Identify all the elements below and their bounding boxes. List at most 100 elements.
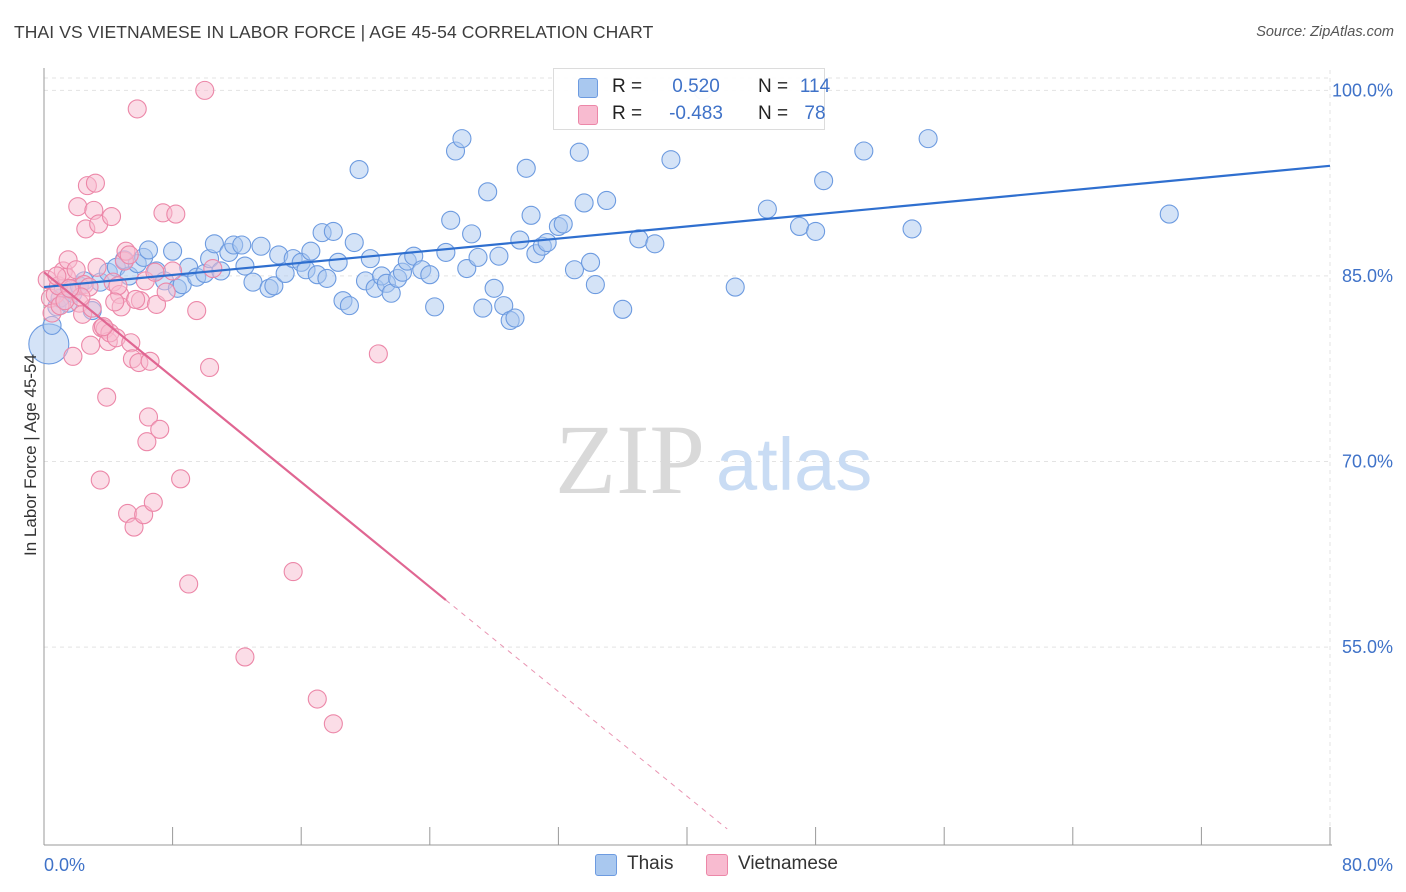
thais-point — [569, 142, 589, 162]
thais-point — [441, 210, 461, 230]
legend-swatch-thais — [578, 78, 598, 98]
chart-title: THAI VS VIETNAMESE IN LABOR FORCE | AGE … — [14, 22, 654, 42]
vietnamese-point — [143, 492, 163, 512]
thais-point — [854, 141, 874, 161]
thais-point — [339, 296, 359, 316]
thais-point — [918, 129, 938, 149]
vietnamese-point — [200, 357, 220, 378]
thais-point — [661, 150, 681, 170]
thais-point — [436, 242, 456, 262]
thais-point — [328, 252, 348, 272]
legend-n-label: N = — [758, 76, 789, 97]
thais-point — [757, 199, 777, 219]
vietnamese-point — [179, 574, 199, 594]
series-label-thais: Thais — [627, 853, 674, 874]
vietnamese-point — [323, 714, 343, 734]
thais-point — [613, 299, 633, 319]
vietnamese-point — [156, 282, 176, 302]
vietnamese-point — [81, 335, 101, 355]
thais-trend-line — [43, 164, 1331, 289]
vietnamese-point — [66, 260, 86, 280]
vietnamese-point — [90, 470, 110, 490]
watermark: ZIP atlas — [555, 404, 872, 515]
thais-point — [473, 298, 493, 318]
legend-r-label: R = — [612, 103, 643, 124]
thais-point — [574, 193, 594, 213]
vietnamese-point — [138, 407, 159, 427]
thais-point — [232, 235, 252, 255]
thais-point — [478, 182, 498, 202]
thais-point — [163, 241, 183, 261]
thais-point — [323, 221, 343, 241]
vietnamese-point — [105, 292, 125, 312]
thais-point — [468, 247, 488, 267]
series-legend: Thais Vietnamese — [0, 852, 1406, 878]
vietnamese-point — [195, 80, 215, 100]
x-tick-labels: 0.0% 80.0% — [44, 855, 1393, 875]
series-swatch-vietnamese — [706, 854, 728, 876]
vietnamese-point — [87, 257, 107, 277]
y-tick-label: 85.0% — [1342, 266, 1393, 286]
vietnamese-trend-line — [43, 271, 447, 601]
thais-point — [489, 246, 509, 266]
thais-point — [344, 232, 364, 253]
legend-n-value-thais: 114 — [799, 76, 831, 97]
thais-point — [204, 234, 224, 254]
vietnamese-point — [235, 647, 255, 667]
watermark-atlas: atlas — [716, 423, 872, 506]
vietnamese-point — [85, 173, 105, 193]
vietnamese-point — [163, 261, 183, 281]
vietnamese-point — [187, 301, 207, 321]
thais-point — [251, 236, 271, 256]
vietnamese-point — [119, 245, 139, 265]
vietnamese-point — [203, 258, 223, 279]
thais-point — [725, 277, 745, 297]
thais-point — [510, 230, 530, 250]
series-label-vietnamese: Vietnamese — [738, 853, 838, 874]
thais-point — [806, 221, 826, 241]
watermark-zip: ZIP — [555, 404, 705, 515]
source-credit: Source: ZipAtlas.com — [1256, 24, 1394, 40]
vietnamese-point — [140, 351, 160, 371]
thais-point — [1159, 204, 1179, 224]
vietnamese-point — [127, 99, 147, 119]
legend-n-value-vietnamese: 78 — [804, 103, 826, 124]
vietnamese-point — [93, 317, 114, 337]
vietnamese-point — [97, 387, 117, 407]
y-axis-label: In Labor Force | Age 45-54 — [21, 354, 40, 556]
thais-point — [580, 252, 601, 272]
thais-point — [814, 171, 834, 191]
legend-r-label: R = — [612, 76, 643, 97]
thais-point — [585, 275, 605, 295]
y-tick-label: 100.0% — [1332, 80, 1393, 100]
thais-point — [564, 260, 585, 280]
thais-point — [301, 241, 321, 261]
vietnamese-point — [368, 344, 388, 364]
y-tick-labels: 55.0% 70.0% 85.0% 100.0% — [1332, 80, 1393, 657]
x-tick-label-max: 80.0% — [1342, 855, 1393, 875]
vietnamese-trend-extension — [445, 599, 728, 830]
y-tick-label: 70.0% — [1342, 452, 1393, 472]
thais-point — [138, 240, 159, 260]
thais-point — [264, 276, 284, 296]
vietnamese-point — [166, 204, 186, 224]
thais-point — [553, 214, 573, 234]
thais-point — [425, 297, 445, 317]
thais-point — [537, 232, 557, 253]
thais-point — [597, 190, 617, 211]
y-tick-label: 55.0% — [1342, 637, 1393, 657]
trend-lines — [43, 164, 1331, 830]
x-tick-label-min: 0.0% — [44, 855, 85, 875]
vietnamese-point — [150, 419, 170, 439]
correlation-legend: R = 0.520 N = 114 R = -0.483 N = 78 — [553, 68, 830, 130]
legend-n-label: N = — [758, 103, 789, 124]
vietnamese-point — [126, 289, 146, 309]
legend-swatch-vietnamese — [578, 105, 598, 125]
vietnamese-point — [63, 346, 83, 366]
series-swatch-thais — [595, 854, 617, 876]
thais-point — [902, 219, 922, 239]
thais-point — [516, 158, 536, 178]
thais-point — [462, 224, 482, 244]
vietnamese-point — [307, 689, 327, 709]
